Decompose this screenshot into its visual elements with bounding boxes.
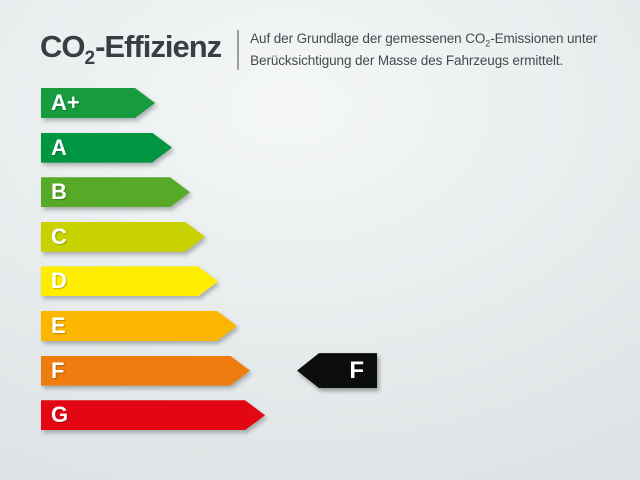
bar-label: D xyxy=(51,268,67,294)
efficiency-bar-e: E xyxy=(41,311,237,341)
title-co: CO xyxy=(40,29,85,65)
efficiency-bar-row: G xyxy=(41,400,265,430)
efficiency-bar-g: G xyxy=(41,400,265,430)
efficiency-bar-d: D xyxy=(41,266,218,296)
desc-subscript: 2 xyxy=(485,38,491,49)
efficiency-bar-row: B xyxy=(41,177,190,207)
vertical-divider xyxy=(237,30,240,70)
bar-label: E xyxy=(51,313,66,338)
page-title: CO2-Effizienz xyxy=(40,29,222,70)
bar-label: F xyxy=(51,357,65,383)
efficiency-bar-row: E xyxy=(41,311,237,341)
title-rest: -Effizienz xyxy=(95,29,222,65)
efficiency-bar-row: D xyxy=(41,266,218,296)
bar-label: B xyxy=(51,179,67,205)
efficiency-bar-c: C xyxy=(41,222,205,252)
description-text: Auf der Grundlage der gemessenen CO2-Emi… xyxy=(250,30,597,71)
efficiency-bar-row: F xyxy=(41,356,250,386)
bar-label: G xyxy=(51,402,69,428)
rating-marker: F xyxy=(297,353,377,389)
efficiency-bar-a-plus: A+ xyxy=(41,88,155,118)
efficiency-bar-a: A xyxy=(41,133,172,163)
efficiency-bar-row: A xyxy=(41,133,172,163)
efficiency-bar-row: A+ xyxy=(41,88,155,118)
bar-label: A+ xyxy=(51,90,80,115)
bar-label: C xyxy=(51,223,67,249)
efficiency-bar-b: B xyxy=(41,177,190,207)
desc-line2: Berücksichtigung der Masse des Fahrzeugs… xyxy=(250,53,564,69)
efficiency-bar-row: C xyxy=(41,222,205,252)
header: CO2-Effizienz Auf der Grundlage der geme… xyxy=(40,24,600,76)
rating-marker-label: F xyxy=(349,356,364,384)
desc-line1: Auf der Grundlage der gemessenen CO2-Emi… xyxy=(250,30,598,49)
rating-marker-arrow: F xyxy=(297,353,377,389)
title-subscript: 2 xyxy=(84,48,96,70)
bar-label: A xyxy=(51,134,67,160)
efficiency-bar-f: F xyxy=(41,356,250,386)
